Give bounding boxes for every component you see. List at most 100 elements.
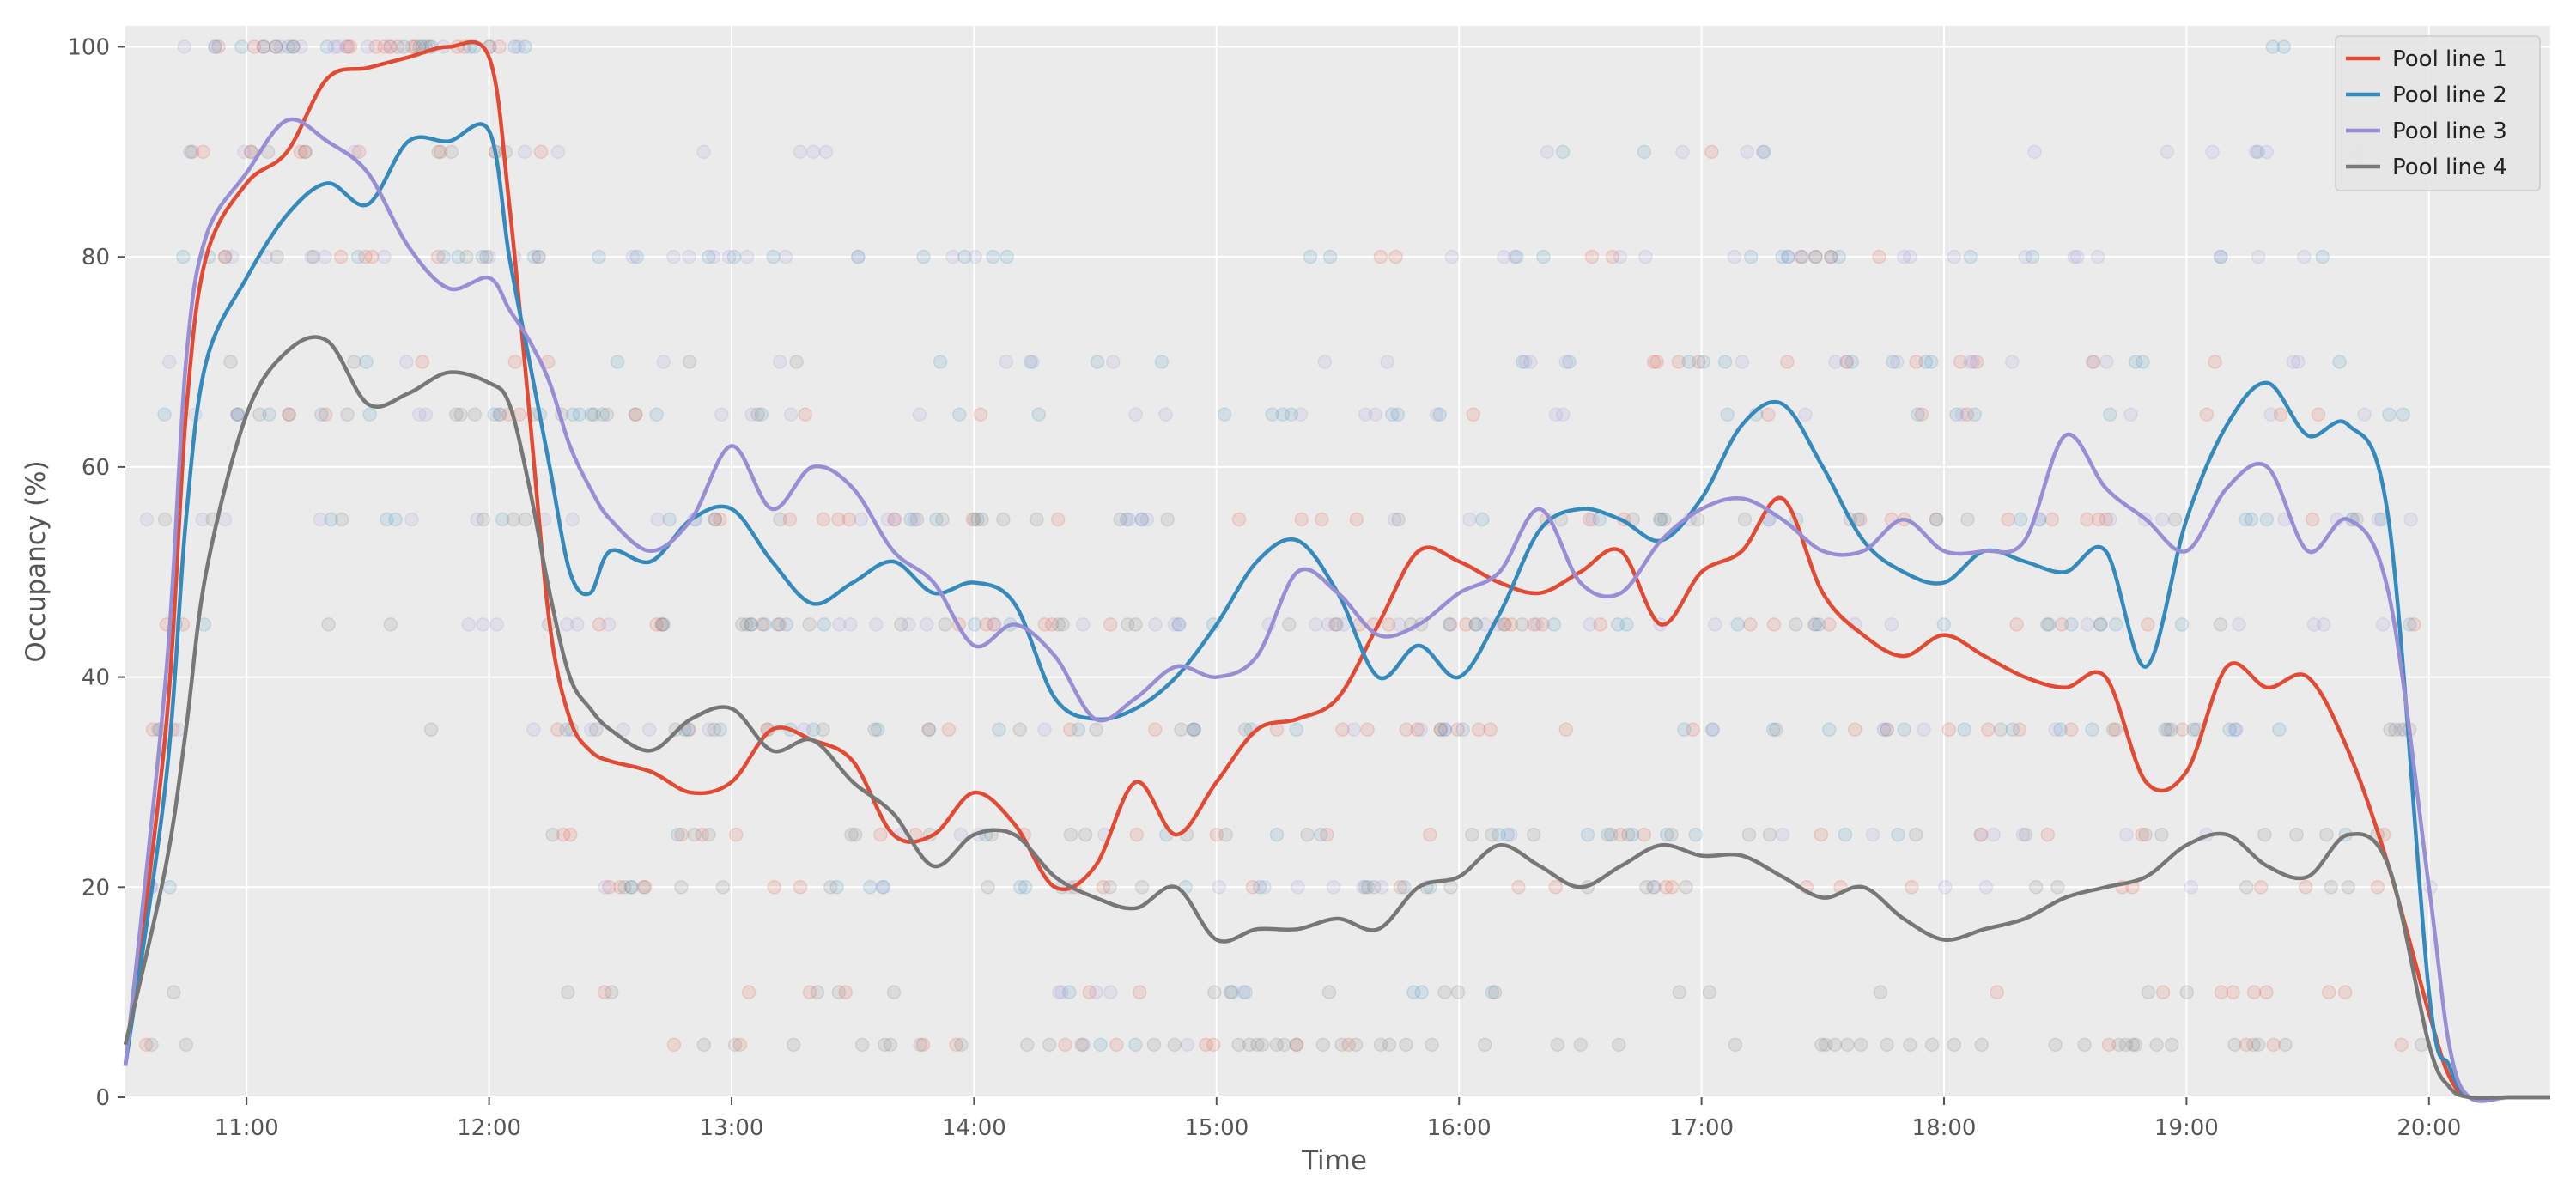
scatter-point	[1536, 249, 1551, 264]
scatter-point	[268, 39, 283, 54]
scatter-point	[1974, 827, 1989, 842]
scatter-point	[1082, 985, 1097, 999]
scatter-point	[867, 722, 882, 738]
scatter-point	[1293, 407, 1309, 422]
scatter-point	[2357, 407, 2372, 422]
scatter-point	[687, 827, 702, 842]
scatter-point	[2125, 1037, 2141, 1053]
scatter-point	[493, 407, 507, 422]
scatter-point	[965, 512, 981, 527]
scatter-point	[1282, 617, 1297, 632]
scatter-point	[1518, 355, 1533, 369]
scatter-point	[256, 39, 271, 54]
scatter-point	[293, 144, 308, 160]
scatter-point	[1336, 617, 1351, 632]
scatter-point	[1119, 512, 1134, 527]
scatter-point	[789, 355, 804, 369]
scatter-point	[1637, 827, 1652, 842]
scatter-point	[1224, 985, 1240, 999]
scatter-point	[2123, 407, 2138, 422]
scatter-point	[641, 722, 657, 738]
scatter-point	[1838, 827, 1853, 842]
scatter-point	[433, 144, 448, 160]
scatter-point	[223, 355, 238, 369]
scatter-point	[862, 880, 878, 895]
scatter-point	[754, 407, 769, 422]
scatter-point	[333, 249, 349, 264]
scatter-point	[286, 39, 301, 54]
scatter-point	[1133, 985, 1147, 999]
scatter-point	[2321, 985, 2336, 999]
scatter-point	[412, 407, 427, 422]
scatter-point	[662, 512, 677, 527]
scatter-point	[218, 249, 233, 264]
scatter-point	[1775, 249, 1789, 264]
scatter-point	[2111, 1037, 2126, 1053]
scatter-point	[1593, 617, 1607, 632]
scatter-point	[2128, 1037, 2143, 1053]
scatter-point	[793, 880, 808, 895]
scatter-point	[831, 512, 846, 527]
scatter-point	[1257, 880, 1272, 895]
scatter-point	[368, 39, 384, 54]
scatter-point	[649, 407, 664, 422]
scatter-point	[1808, 617, 1823, 632]
scatter-point	[1546, 617, 1562, 632]
scatter-point	[599, 407, 615, 422]
scatter-point	[2239, 880, 2254, 895]
scatter-point	[2167, 512, 2183, 527]
scatter-point	[721, 249, 737, 264]
scatter-point	[1103, 880, 1117, 895]
scatter-point	[1238, 985, 1253, 999]
scatter-point	[1128, 1037, 1143, 1053]
scatter-point	[915, 1037, 931, 1053]
scatter-point	[1366, 880, 1382, 895]
scatter-point	[708, 512, 723, 527]
y-tick-label: 80	[82, 245, 110, 270]
scatter-point	[2332, 355, 2347, 369]
scatter-point	[629, 407, 643, 422]
scatter-point	[545, 827, 560, 842]
scatter-point	[1414, 985, 1429, 999]
scatter-point	[162, 880, 177, 895]
scatter-point	[1896, 249, 1911, 264]
scatter-point	[1207, 985, 1222, 999]
scatter-point	[739, 617, 754, 632]
scatter-point	[1030, 512, 1044, 527]
scatter-point	[324, 512, 338, 527]
scatter-point	[495, 512, 510, 527]
scatter-point	[674, 880, 689, 895]
scatter-point	[1358, 880, 1373, 895]
scatter-point	[1406, 985, 1421, 999]
scatter-point	[1382, 1037, 1397, 1053]
scatter-point	[832, 617, 847, 632]
scatter-point	[1535, 617, 1550, 632]
scatter-point	[476, 512, 491, 527]
scatter-point	[1953, 355, 1968, 369]
scatter-point	[1134, 512, 1150, 527]
scatter-point	[823, 880, 838, 895]
scatter-point	[1391, 617, 1406, 632]
scatter-point	[592, 617, 607, 632]
scatter-point	[802, 985, 817, 999]
scatter-point	[727, 1037, 743, 1053]
scatter-point	[1540, 144, 1555, 160]
scatter-point	[739, 249, 755, 264]
scatter-point	[2338, 985, 2353, 999]
scatter-point	[166, 985, 181, 999]
scatter-point	[920, 617, 934, 632]
scatter-point	[476, 617, 490, 632]
scatter-point	[1497, 249, 1511, 264]
scatter-point	[912, 407, 927, 422]
scatter-point	[1051, 617, 1066, 632]
scatter-point	[979, 617, 993, 632]
x-tick-label: 20:00	[2397, 1115, 2461, 1141]
scatter-point	[1275, 407, 1291, 422]
scatter-point	[1497, 617, 1511, 632]
scatter-point	[1827, 1037, 1843, 1053]
scatter-point	[2315, 249, 2330, 264]
scatter-point	[1393, 880, 1408, 895]
scatter-point	[848, 827, 863, 842]
scatter-point	[1349, 512, 1364, 527]
scatter-point	[967, 512, 982, 527]
